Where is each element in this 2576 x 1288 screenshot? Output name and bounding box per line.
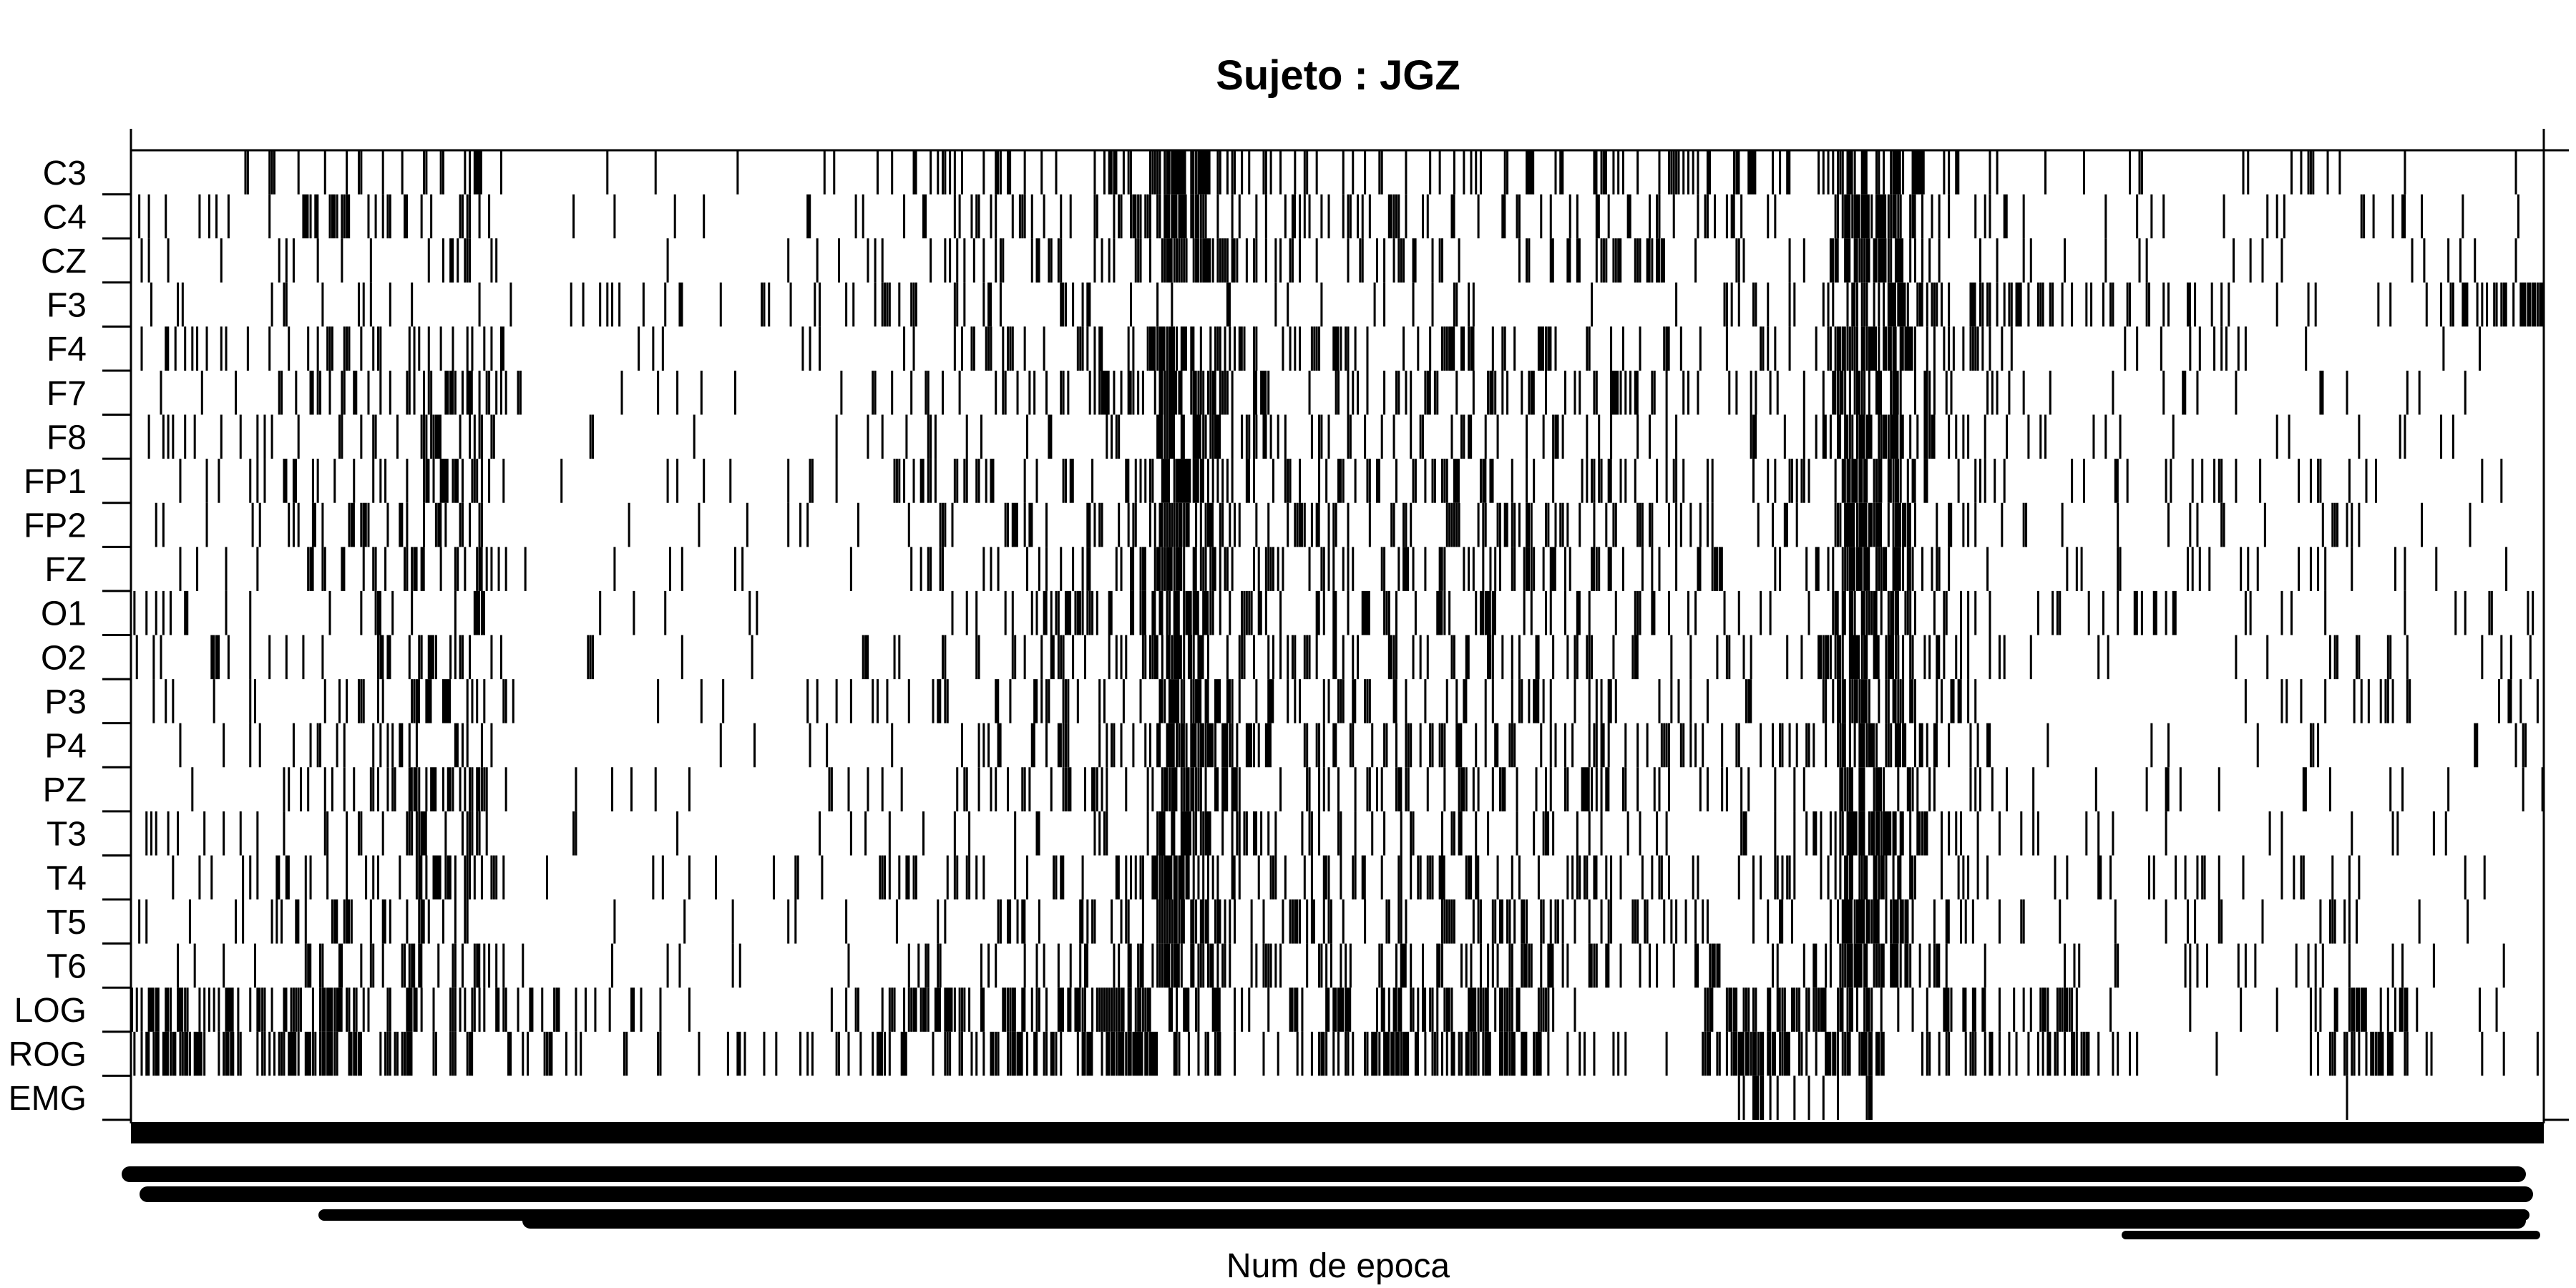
heatmap-row-f3 [150,282,2544,327]
heatmap-rows [131,150,2544,1120]
x-axis-label: Num de epoca [1226,1247,1450,1285]
heatmap-row-emg [1737,1075,2348,1120]
heatmap-marks-pz [191,767,2544,811]
row-label-c3: C3 [43,155,87,192]
x-tick-labels-band-4 [522,1213,2526,1229]
heatmap-row-f8 [147,414,2454,459]
row-label-pz: PZ [43,771,87,809]
heatmap-marks-t5 [138,899,2469,944]
heatmap-row-rog [133,1031,2539,1076]
row-label-f8: F8 [47,419,87,457]
heatmap-marks-t4 [172,855,2486,900]
heatmap-row-fp2 [155,502,2472,547]
heatmap-marks-t3 [145,811,2447,856]
heatmap-row-pz [191,767,2544,811]
row-label-fp1: FP1 [24,463,87,501]
heatmap-marks-fz [179,547,2508,591]
x-tick-labels-band-1 [122,1166,2526,1182]
heatmap-row-t5 [138,899,2469,944]
heatmap-row-p3 [152,679,2539,723]
heatmap-marks-f3 [150,282,2544,327]
x-tick-labels-band-2 [140,1186,2533,1202]
heatmap-marks-o2 [135,635,2532,680]
heatmap-marks-cz [140,238,2517,283]
row-label-rog: ROG [9,1036,87,1074]
row-label-t5: T5 [47,904,87,942]
heatmap-row-cz [140,238,2517,283]
x-axis-tick-band [131,1122,2544,1143]
row-label-c4: C4 [43,198,87,236]
row-label-emg: EMG [9,1080,87,1118]
heatmap-row-fz [179,547,2508,591]
x-ticks [122,1166,2540,1239]
heatmap-marks-f8 [147,414,2454,459]
heatmap-row-o1 [133,590,2534,635]
heatmap-marks-c3 [244,150,2517,195]
heatmap-row-t3 [145,811,2447,856]
row-label-p3: P3 [44,683,87,721]
row-label-t6: T6 [47,947,87,985]
heatmap-row-fp1 [179,459,2503,503]
heatmap-row-o2 [135,635,2532,680]
row-labels: C3 C4 CZ F3 F4 F7 F8 FP1 FP2 FZ O1 O2 P3 P4 PZ T3 T4 T5 T6… [9,155,131,1121]
heatmap-marks-t6 [177,943,2505,988]
row-label-o2: O2 [41,639,87,677]
heatmap-marks-c4 [138,194,2519,239]
heatmap-marks-p3 [152,679,2539,723]
row-label-p4: P4 [44,727,87,765]
row-label-cz: CZ [41,243,87,280]
heatmap-row-c4 [138,194,2519,239]
heatmap-marks-log [131,987,2498,1032]
row-label-log: LOG [14,992,87,1030]
chart-title: Sujeto : JGZ [1216,52,1460,99]
heatmap-row-t6 [177,943,2505,988]
heatmap-marks-f7 [160,370,2467,415]
row-label-o1: O1 [41,595,87,633]
heatmap-marks-fp1 [179,459,2503,503]
heatmap-marks-f4 [140,326,2481,371]
heatmap-marks-rog [133,1031,2539,1076]
row-label-f7: F7 [47,375,87,413]
heatmap-marks-emg [1737,1075,2348,1120]
heatmap-row-t4 [172,855,2486,900]
row-label-t3: T3 [47,816,87,854]
row-label-t4: T4 [47,859,87,897]
axes [130,129,2569,1143]
heatmap-marks-o1 [133,590,2534,635]
row-label-f3: F3 [47,287,87,325]
heatmap-row-p4 [179,723,2527,768]
row-label-f4: F4 [47,331,87,369]
heatmap-row-log [131,987,2498,1032]
heatmap-marks-fp2 [155,502,2472,547]
x-tick-labels-band-5 [2122,1231,2540,1239]
heatmap-row-c3 [244,150,2517,195]
heatmap-row-f4 [140,326,2481,371]
heatmap-row-f7 [160,370,2467,415]
row-label-fz: FZ [44,551,87,589]
row-label-fp2: FP2 [24,507,87,545]
heatmap-marks-p4 [179,723,2527,768]
